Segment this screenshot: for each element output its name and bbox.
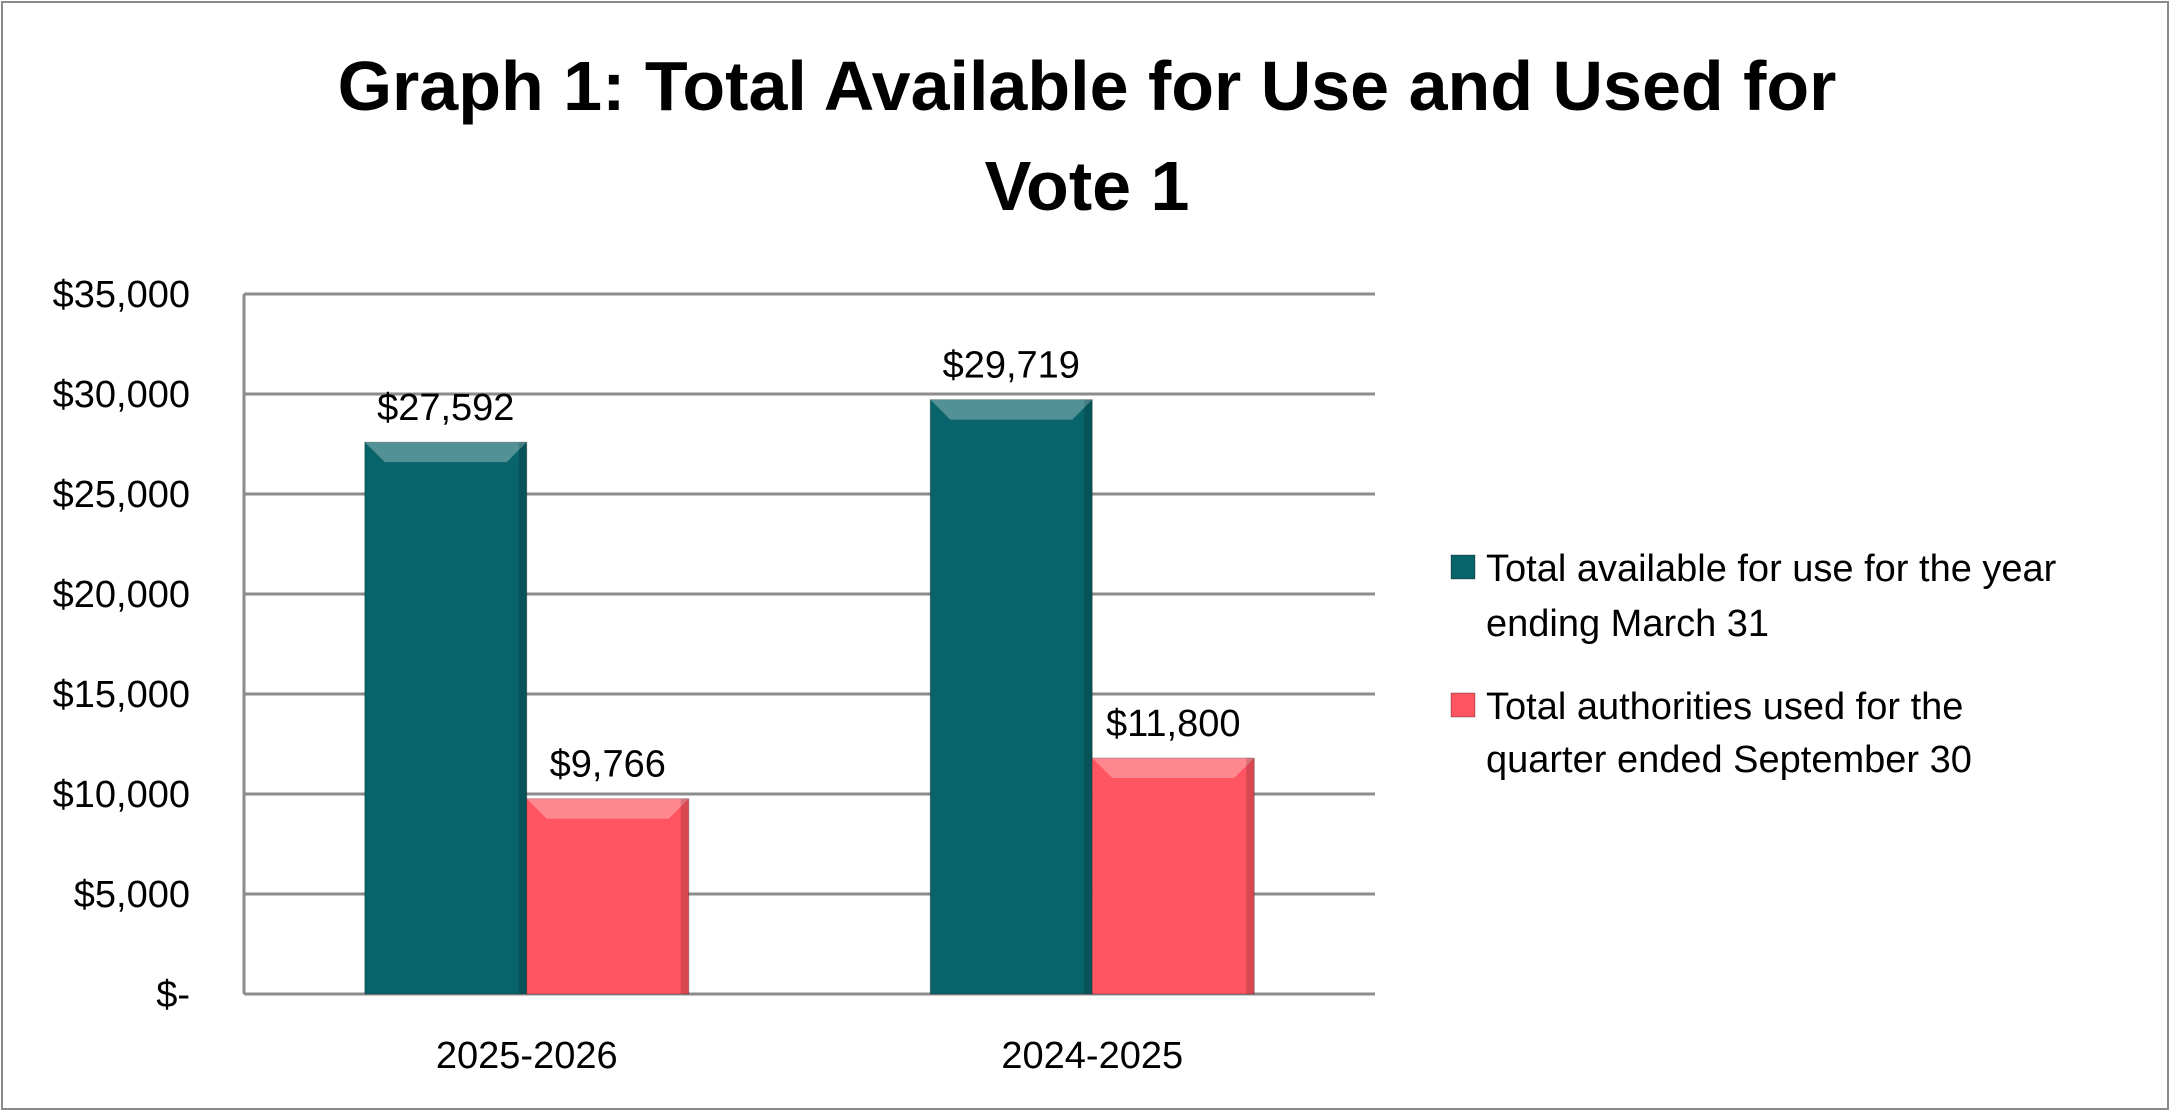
bar <box>364 441 528 995</box>
y-tick-label: $30,000 <box>53 374 190 416</box>
bar <box>526 798 690 995</box>
y-tick-label: $15,000 <box>53 674 190 716</box>
bar <box>929 399 1093 995</box>
y-tick-label: $5,000 <box>74 874 190 916</box>
y-tick-label: $20,000 <box>53 574 190 616</box>
legend-label: Total authorities used for the <box>1486 686 1963 728</box>
chart-title-line-1: Graph 1: Total Available for Use and Use… <box>338 47 1837 125</box>
y-tick-label: $10,000 <box>53 774 190 816</box>
legend-marker <box>1450 692 1476 718</box>
data-label: $11,800 <box>1106 703 1241 745</box>
x-tick-label: 2024-2025 <box>1001 1035 1183 1077</box>
data-label: $29,719 <box>943 345 1080 387</box>
legend-item: Total available for use for the year endi… <box>1450 548 2057 645</box>
legend-label: Total available for use for the year <box>1486 548 2057 590</box>
chart-title-line-2: Vote 1 <box>985 147 1190 225</box>
y-tick-label: $35,000 <box>53 274 190 316</box>
x-tick-label: 2025-2026 <box>436 1035 618 1077</box>
y-tick-label: $- <box>156 974 190 1016</box>
legend-marker <box>1450 554 1476 580</box>
data-label: $27,592 <box>377 387 514 429</box>
data-label: $9,766 <box>550 744 666 786</box>
legend-label: quarter ended September 30 <box>1486 739 1972 781</box>
legend-label: ending March 31 <box>1486 603 1769 645</box>
legend-item: Total authorities used for the quarter en… <box>1450 686 1972 781</box>
bar <box>1091 757 1255 995</box>
y-tick-label: $25,000 <box>53 474 190 516</box>
